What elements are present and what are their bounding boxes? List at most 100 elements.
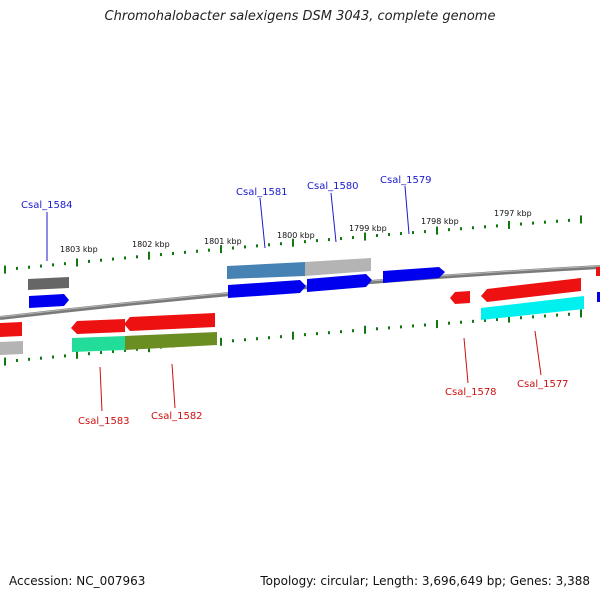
cds-feature[interactable] [596, 267, 600, 276]
gene-label[interactable]: Csal_1580 [307, 181, 359, 192]
accession-label: Accession: NC_007963 [9, 574, 146, 588]
minor-tick [400, 325, 402, 329]
gene-label[interactable]: Csal_1578 [445, 387, 497, 398]
label-leaders [46, 185, 542, 412]
minor-tick [280, 335, 282, 339]
minor-tick [256, 244, 258, 248]
minor-tick [532, 315, 534, 319]
minor-tick [232, 339, 234, 343]
gene-arrow[interactable] [383, 267, 445, 283]
minor-tick [496, 224, 498, 228]
minor-tick [232, 246, 234, 250]
minor-tick [196, 249, 198, 253]
gene-label[interactable]: Csal_1579 [380, 175, 432, 186]
major-tick [364, 232, 366, 241]
gene-labels: Csal_1584 Csal_1581 Csal_1580 Csal_1579 … [21, 175, 569, 427]
minor-tick [544, 314, 546, 318]
minor-tick [472, 319, 474, 323]
minor-tick [64, 262, 66, 266]
minor-tick [352, 329, 354, 333]
cds-feature[interactable] [72, 336, 125, 352]
major-tick [220, 337, 222, 346]
minor-tick [424, 230, 426, 234]
gene-label[interactable]: Csal_1577 [517, 379, 569, 390]
minor-tick [376, 327, 378, 331]
major-tick [508, 220, 510, 229]
minor-tick [52, 263, 54, 267]
minor-tick [184, 250, 186, 254]
minor-tick [52, 355, 54, 359]
minor-tick [460, 227, 462, 231]
minor-tick [28, 357, 30, 361]
cds-feature[interactable] [227, 262, 305, 279]
kbp-label: 1801 kbp [204, 237, 242, 246]
minor-tick [520, 222, 522, 226]
gene-arrow[interactable] [307, 274, 372, 292]
minor-tick [268, 243, 270, 247]
minor-tick [568, 218, 570, 222]
cds-feature[interactable] [125, 332, 217, 350]
minor-tick [112, 257, 114, 261]
minor-tick [568, 312, 570, 316]
minor-tick [124, 348, 126, 352]
kbp-label: 1799 kbp [349, 224, 387, 233]
kbp-label: 1798 kbp [421, 217, 459, 226]
gene-arrow[interactable] [0, 322, 22, 337]
minor-tick [100, 258, 102, 262]
minor-tick [304, 333, 306, 337]
cds-feature[interactable] [28, 277, 69, 290]
minor-tick [100, 351, 102, 355]
gene-label[interactable]: Csal_1583 [78, 416, 130, 427]
gene-label[interactable]: Csal_1581 [236, 187, 288, 198]
gene-arrow[interactable] [450, 291, 470, 304]
minor-tick [88, 352, 90, 356]
major-tick [292, 331, 294, 340]
gene-arrow[interactable] [29, 294, 69, 308]
minor-tick [28, 265, 30, 269]
gene-arrow[interactable] [124, 313, 215, 331]
minor-tick [424, 323, 426, 327]
minor-tick [484, 318, 486, 322]
kbp-scale: 1803 kbp 1802 kbp 1801 kbp 1800 kbp 1799… [60, 209, 532, 254]
minor-tick [328, 331, 330, 335]
minor-tick [316, 239, 318, 243]
cds-feature[interactable] [481, 296, 584, 320]
gene-arrow[interactable] [481, 278, 581, 302]
genome-title: Chromohalobacter salexigens DSM 3043, co… [104, 9, 496, 24]
minor-tick [112, 349, 114, 353]
minor-tick [556, 219, 558, 223]
gene-arrow[interactable] [71, 319, 125, 334]
minor-tick [328, 238, 330, 242]
gene-label[interactable]: Csal_1582 [151, 411, 203, 422]
minor-tick [400, 232, 402, 236]
cds-feature[interactable] [0, 341, 23, 355]
plus-cds-row [28, 258, 371, 290]
gene-label[interactable]: Csal_1584 [21, 200, 73, 211]
genome-stats: Topology: circular; Length: 3,696,649 bp… [260, 574, 590, 588]
gene-arrow[interactable] [228, 280, 306, 298]
major-tick [148, 251, 150, 260]
minor-tick [520, 316, 522, 320]
kbp-label: 1802 kbp [132, 240, 170, 249]
minor-tick [412, 324, 414, 328]
minor-tick [244, 338, 246, 342]
minor-tick [256, 337, 258, 341]
minor-tick [412, 231, 414, 235]
major-tick [76, 258, 78, 267]
major-tick [76, 350, 78, 359]
cds-feature[interactable] [597, 292, 600, 302]
minor-tick [64, 354, 66, 358]
minor-tick [16, 266, 18, 270]
major-tick [580, 215, 582, 224]
minus-gene-row [0, 278, 581, 337]
minor-tick [388, 233, 390, 237]
major-tick [4, 265, 6, 274]
minor-tick [340, 330, 342, 334]
major-tick [364, 325, 366, 334]
cds-feature[interactable] [305, 258, 371, 276]
minor-tick [304, 240, 306, 244]
minor-tick [556, 313, 558, 317]
minor-tick [280, 242, 282, 246]
minor-tick [340, 237, 342, 241]
